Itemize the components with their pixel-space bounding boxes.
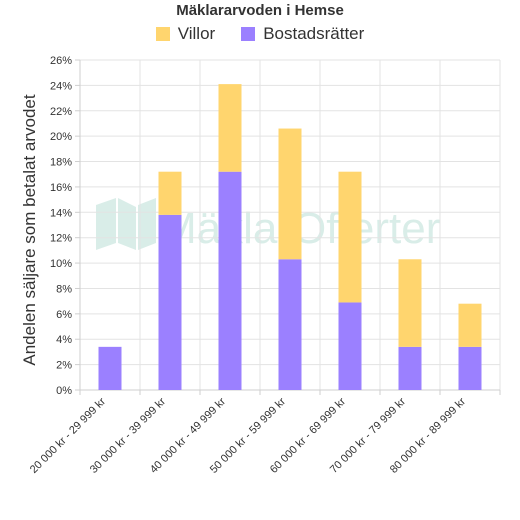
bar-villor bbox=[158, 171, 182, 215]
legend-item-bostadsratter[interactable]: Bostadsrätter bbox=[241, 24, 364, 44]
y-tick-label: 6% bbox=[56, 309, 72, 321]
y-tick-label: 22% bbox=[50, 106, 72, 118]
y-tick-label: 16% bbox=[50, 182, 72, 194]
bar-bostadsratter bbox=[98, 346, 122, 390]
y-tick-label: 24% bbox=[50, 80, 72, 92]
bar-bostadsratter bbox=[398, 346, 422, 390]
watermark-logo-icon bbox=[96, 198, 156, 250]
legend-swatch-bostadsratter bbox=[241, 27, 256, 41]
bar-bostadsratter bbox=[218, 171, 242, 390]
y-tick-label: 10% bbox=[50, 258, 72, 270]
bar-villor bbox=[338, 171, 362, 303]
y-tick-label: 8% bbox=[56, 283, 72, 295]
bar-villor bbox=[458, 303, 482, 347]
legend-label-villor: Villor bbox=[177, 24, 216, 43]
y-tick-label: 14% bbox=[50, 207, 72, 219]
legend-swatch-villor bbox=[155, 27, 170, 41]
bar-bostadsratter bbox=[338, 302, 362, 390]
y-tick-label: 26% bbox=[50, 55, 72, 67]
bar-bostadsratter bbox=[278, 259, 302, 390]
bar-villor bbox=[278, 128, 302, 260]
y-tick-label: 18% bbox=[50, 157, 72, 169]
chart-title: Mäklararvoden i Hemse bbox=[176, 2, 344, 19]
y-tick-label: 20% bbox=[50, 131, 72, 143]
legend-item-villor[interactable]: Villor bbox=[155, 24, 216, 44]
bar-villor bbox=[398, 259, 422, 347]
bar-villor bbox=[218, 84, 242, 172]
legend: Villor Bostadsrätter bbox=[0, 24, 520, 44]
y-tick-label: 2% bbox=[56, 360, 72, 372]
y-tick-label: 4% bbox=[56, 334, 72, 346]
y-tick-label: 0% bbox=[56, 385, 72, 397]
legend-label-bostadsratter: Bostadsrätter bbox=[263, 24, 365, 43]
y-tick-label: 12% bbox=[50, 233, 72, 245]
bar-bostadsratter bbox=[158, 214, 182, 390]
bar-bostadsratter bbox=[458, 346, 482, 390]
